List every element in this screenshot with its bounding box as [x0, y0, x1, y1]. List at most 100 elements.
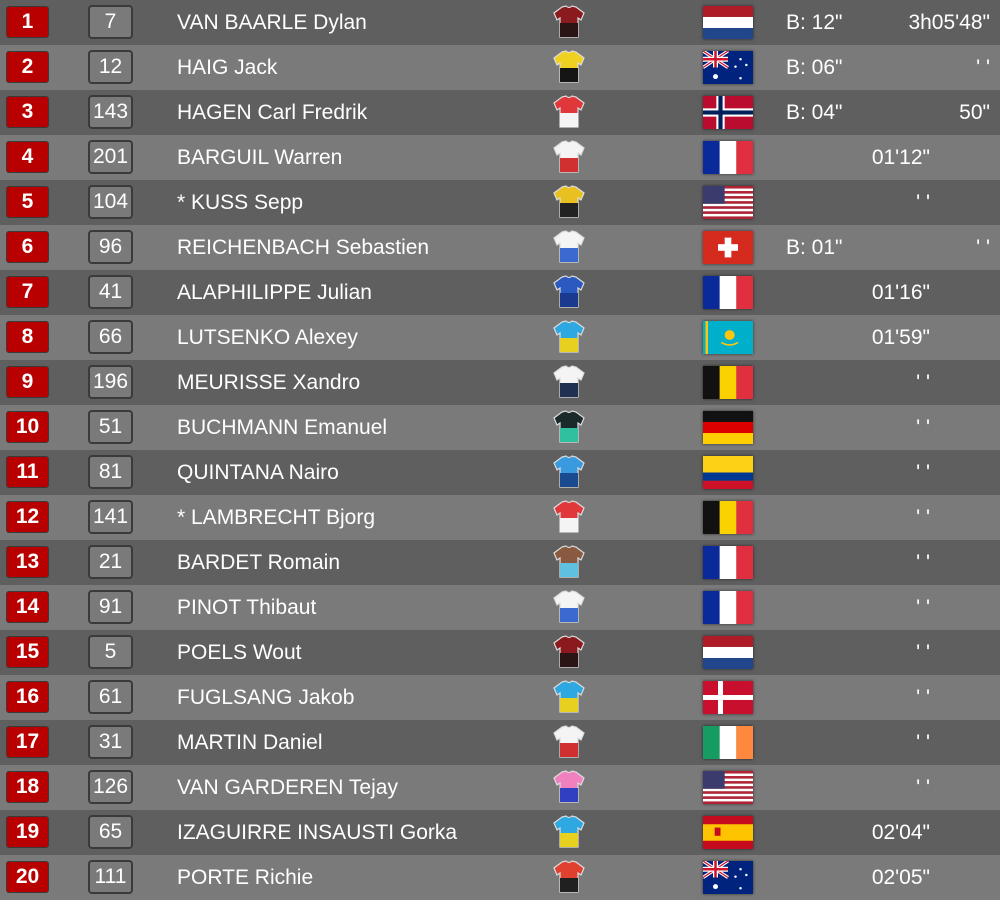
rider-name[interactable]: REICHENBACH Sebastien [177, 236, 430, 259]
team-jersey-icon[interactable] [553, 50, 585, 84]
rider-name[interactable]: MEURISSE Xandro [177, 371, 361, 394]
rider-row[interactable]: 15 5 POELS Wout ' ' [0, 630, 1000, 675]
fr-flag-icon [703, 591, 753, 624]
rider-name[interactable]: BARGUIL Warren [177, 146, 343, 169]
team-jersey-icon[interactable] [553, 545, 585, 579]
rider-row[interactable]: 16 61 FUGLSANG Jakob ' ' [0, 675, 1000, 720]
nl-flag-icon [703, 6, 753, 39]
team-jersey-icon[interactable] [553, 410, 585, 444]
rider-name[interactable]: ALAPHILIPPE Julian [177, 281, 372, 304]
rider-row[interactable]: 5 104 * KUSS Sepp ' ' [0, 180, 1000, 225]
rider-name[interactable]: PORTE Richie [177, 866, 314, 889]
position-badge: 20 [6, 861, 49, 893]
team-jersey-icon[interactable] [553, 770, 585, 804]
rider-name[interactable]: LUTSENKO Alexey [177, 326, 358, 349]
position-badge: 19 [6, 816, 49, 848]
rider-name[interactable]: BUCHMANN Emanuel [177, 416, 388, 439]
rider-name[interactable]: FUGLSANG Jakob [177, 686, 355, 709]
bonus-seconds: B: 01" [786, 236, 843, 259]
team-jersey-icon[interactable] [553, 455, 585, 489]
position-badge: 11 [6, 456, 49, 488]
rider-row[interactable]: 1 7 VAN BAARLE Dylan B: 12" 3h05'48" [0, 0, 1000, 45]
rider-name[interactable]: POELS Wout [177, 641, 302, 664]
team-jersey-icon[interactable] [553, 365, 585, 399]
rider-row[interactable]: 20 111 PORTE Richie 02'05" [0, 855, 1000, 900]
team-jersey-icon[interactable] [553, 725, 585, 759]
dk-flag-icon [703, 681, 753, 714]
position-badge: 6 [6, 231, 49, 263]
rider-name[interactable]: BARDET Romain [177, 551, 340, 574]
rider-row[interactable]: 19 65 IZAGUIRRE INSAUSTI Gorka 02'04" [0, 810, 1000, 855]
team-jersey-icon[interactable] [553, 185, 585, 219]
team-jersey-icon[interactable] [553, 230, 585, 264]
time-gap: ' ' [916, 641, 930, 664]
bib-number: 65 [88, 815, 133, 849]
position-badge: 18 [6, 771, 49, 803]
team-jersey-icon[interactable] [553, 680, 585, 714]
rider-name[interactable]: HAIG Jack [177, 56, 278, 79]
rider-row[interactable]: 18 126 VAN GARDEREN Tejay ' ' [0, 765, 1000, 810]
bib-number: 51 [88, 410, 133, 444]
bib-number: 7 [88, 5, 133, 39]
time-gap: 01'12" [871, 146, 930, 169]
time-gap: ' ' [916, 686, 930, 709]
position-badge: 3 [6, 96, 49, 128]
team-jersey-icon[interactable] [553, 320, 585, 354]
rider-row[interactable]: 8 66 LUTSENKO Alexey 01'59" [0, 315, 1000, 360]
team-jersey-icon[interactable] [553, 275, 585, 309]
team-jersey-icon[interactable] [553, 140, 585, 174]
co-flag-icon [703, 456, 753, 489]
kz-flag-icon [703, 321, 753, 354]
bib-number: 41 [88, 275, 133, 309]
rider-row[interactable]: 6 96 REICHENBACH Sebastien B: 01" ' ' [0, 225, 1000, 270]
rider-row[interactable]: 2 12 HAIG Jack B: 06" ' ' [0, 45, 1000, 90]
rider-name[interactable]: VAN BAARLE Dylan [177, 11, 367, 34]
rider-name[interactable]: HAGEN Carl Fredrik [177, 101, 368, 124]
rider-row[interactable]: 13 21 BARDET Romain ' ' [0, 540, 1000, 585]
time-gap: 02'05" [871, 866, 930, 889]
au-flag-icon [703, 51, 753, 84]
no-flag-icon [703, 96, 753, 129]
rider-row[interactable]: 14 91 PINOT Thibaut ' ' [0, 585, 1000, 630]
rider-row[interactable]: 3 143 HAGEN Carl Fredrik B: 04" 50" [0, 90, 1000, 135]
time-gap: 01'16" [871, 281, 930, 304]
rider-name[interactable]: * LAMBRECHT Bjorg [177, 506, 376, 529]
time-gap: 3h05'48" [908, 11, 990, 34]
bib-number: 81 [88, 455, 133, 489]
team-jersey-icon[interactable] [553, 590, 585, 624]
position-badge: 7 [6, 276, 49, 308]
bib-number: 66 [88, 320, 133, 354]
be-flag-icon [703, 501, 753, 534]
team-jersey-icon[interactable] [553, 815, 585, 849]
rider-row[interactable]: 9 196 MEURISSE Xandro ' ' [0, 360, 1000, 405]
nl-flag-icon [703, 636, 753, 669]
team-jersey-icon[interactable] [553, 5, 585, 39]
position-badge: 12 [6, 501, 49, 533]
rider-row[interactable]: 7 41 ALAPHILIPPE Julian 01'16" [0, 270, 1000, 315]
rider-name[interactable]: * KUSS Sepp [177, 191, 304, 214]
rider-row[interactable]: 17 31 MARTIN Daniel ' ' [0, 720, 1000, 765]
time-gap: 02'04" [871, 821, 930, 844]
time-gap: ' ' [916, 731, 930, 754]
team-jersey-icon[interactable] [553, 860, 585, 894]
rider-row[interactable]: 10 51 BUCHMANN Emanuel ' ' [0, 405, 1000, 450]
position-badge: 10 [6, 411, 49, 443]
team-jersey-icon[interactable] [553, 95, 585, 129]
rider-row[interactable]: 4 201 BARGUIL Warren 01'12" [0, 135, 1000, 180]
bib-number: 201 [88, 140, 133, 174]
rider-name[interactable]: PINOT Thibaut [177, 596, 317, 619]
rider-name[interactable]: QUINTANA Nairo [177, 461, 339, 484]
rider-name[interactable]: IZAGUIRRE INSAUSTI Gorka [177, 821, 458, 844]
position-badge: 17 [6, 726, 49, 758]
bib-number: 143 [88, 95, 133, 129]
team-jersey-icon[interactable] [553, 500, 585, 534]
rider-row[interactable]: 12 141 * LAMBRECHT Bjorg ' ' [0, 495, 1000, 540]
rider-row[interactable]: 11 81 QUINTANA Nairo ' ' [0, 450, 1000, 495]
bib-number: 96 [88, 230, 133, 264]
team-jersey-icon[interactable] [553, 635, 585, 669]
rider-name[interactable]: VAN GARDEREN Tejay [177, 776, 398, 799]
position-badge: 8 [6, 321, 49, 353]
us-flag-icon [703, 771, 753, 804]
rider-name[interactable]: MARTIN Daniel [177, 731, 323, 754]
